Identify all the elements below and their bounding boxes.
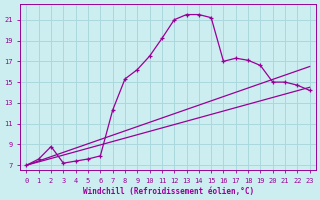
X-axis label: Windchill (Refroidissement éolien,°C): Windchill (Refroidissement éolien,°C)	[83, 187, 254, 196]
